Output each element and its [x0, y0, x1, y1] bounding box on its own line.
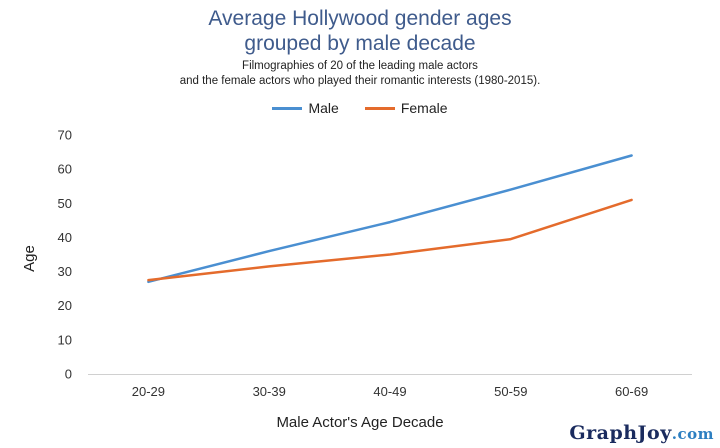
y-tick-label-70: 70 — [58, 128, 72, 143]
y-tick-label-10: 10 — [58, 332, 72, 347]
series-line-male — [147, 154, 633, 284]
chart-subtitle-line-1: Filmographies of 20 of the leading male … — [242, 60, 478, 72]
series-line-female — [147, 198, 633, 282]
x-axis-label: Male Actor's Age Decade — [276, 414, 444, 431]
x-tick-label-40-49: 40-49 — [373, 384, 406, 399]
graphjoy-logo: GraphJoy.com — [569, 422, 714, 444]
x-tick-label-30-39: 30-39 — [253, 384, 286, 399]
chart-title: Average Hollywood gender ages grouped by… — [0, 6, 720, 56]
chart-legend: Male Female — [0, 100, 720, 116]
legend-swatch-female — [364, 106, 395, 110]
y-tick-label-0: 0 — [65, 367, 72, 382]
y-tick-label-40: 40 — [58, 230, 72, 245]
y-tick-label-60: 60 — [58, 162, 72, 177]
y-axis-label: Age — [20, 245, 38, 272]
legend-label-male: Male — [308, 100, 339, 116]
y-tick-label-50: 50 — [58, 196, 72, 211]
y-tick-label-20: 20 — [58, 298, 72, 313]
chart-subtitle-line-2: and the female actors who played their r… — [179, 75, 541, 87]
legend-item-male: Male — [272, 100, 339, 116]
y-tick-label-30: 30 — [58, 264, 72, 279]
legend-label-female: Female — [400, 100, 448, 116]
chart-subtitle: Filmographies of 20 of the leading male … — [0, 59, 720, 89]
x-tick-label-60-69: 60-69 — [615, 384, 648, 399]
chart-title-line-1: Average Hollywood gender ages — [208, 7, 512, 30]
x-tick-label-50-59: 50-59 — [494, 384, 527, 399]
legend-swatch-male — [272, 106, 303, 110]
legend-item-female: Female — [364, 100, 448, 116]
chart-title-line-2: grouped by male decade — [244, 32, 476, 55]
x-tick-label-20-29: 20-29 — [132, 384, 165, 399]
